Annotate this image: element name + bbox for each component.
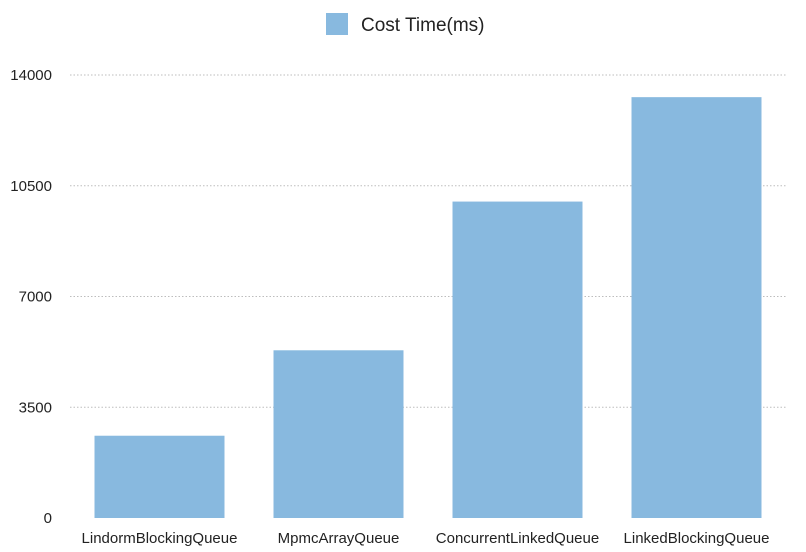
y-axis: 0 3500 7000 10500 14000: [10, 67, 52, 527]
x-tick-label: MpmcArrayQueue: [278, 530, 400, 547]
legend-label: Cost Time(ms): [361, 15, 485, 36]
bar: [452, 201, 583, 519]
x-axis: LindormBlockingQueue MpmcArrayQueue Concur…: [82, 530, 770, 547]
legend: Cost Time(ms): [326, 13, 485, 36]
x-tick-label: ConcurrentLinkedQueue: [436, 530, 599, 547]
bar: [631, 97, 762, 519]
y-tick-label: 3500: [19, 399, 52, 416]
x-tick-label: LinkedBlockingQueue: [624, 530, 770, 547]
bars: [94, 97, 762, 519]
x-tick-label: LindormBlockingQueue: [82, 530, 238, 547]
bar: [94, 435, 225, 518]
gridlines: [70, 74, 786, 408]
y-tick-label: 7000: [19, 289, 52, 306]
legend-swatch: [326, 13, 348, 35]
bar: [273, 350, 404, 518]
y-tick-label: 10500: [10, 178, 52, 195]
y-tick-label: 0: [44, 510, 52, 527]
y-tick-label: 14000: [10, 67, 52, 84]
